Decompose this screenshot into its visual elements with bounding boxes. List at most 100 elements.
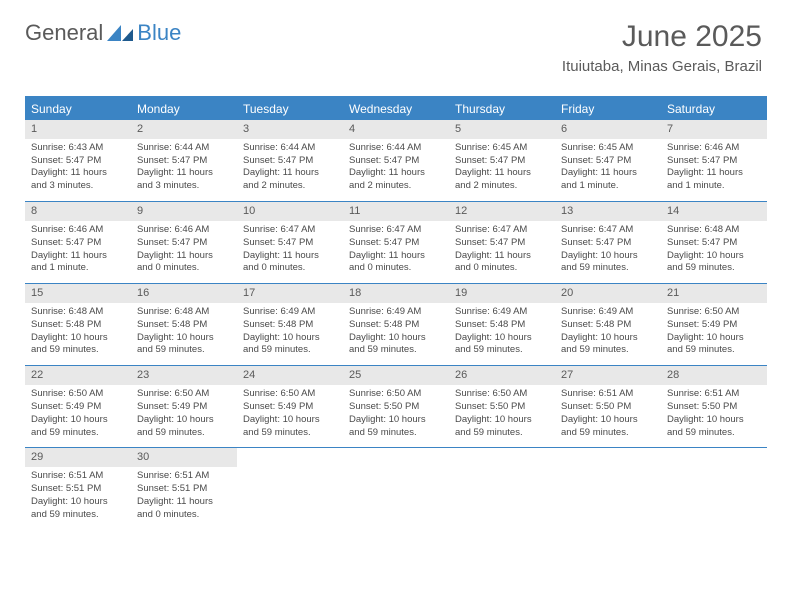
day-content: Sunrise: 6:47 AMSunset: 5:47 PMDaylight:… [555,221,661,283]
day-number: 9 [131,202,237,221]
calendar-day: 21Sunrise: 6:50 AMSunset: 5:49 PMDayligh… [661,284,767,365]
day-number: 23 [131,366,237,385]
calendar-day: 30Sunrise: 6:51 AMSunset: 5:51 PMDayligh… [131,448,237,529]
calendar-day: 10Sunrise: 6:47 AMSunset: 5:47 PMDayligh… [237,202,343,283]
sunrise-text: Sunrise: 6:50 AM [455,388,549,401]
day-content: Sunrise: 6:51 AMSunset: 5:51 PMDaylight:… [25,467,131,529]
day-content: Sunrise: 6:47 AMSunset: 5:47 PMDaylight:… [449,221,555,283]
sunrise-text: Sunrise: 6:44 AM [349,142,443,155]
calendar-week: 1Sunrise: 6:43 AMSunset: 5:47 PMDaylight… [25,120,767,201]
calendar-day: 26Sunrise: 6:50 AMSunset: 5:50 PMDayligh… [449,366,555,447]
calendar-week: 29Sunrise: 6:51 AMSunset: 5:51 PMDayligh… [25,447,767,529]
sunrise-text: Sunrise: 6:50 AM [243,388,337,401]
daylight-text: Daylight: 10 hours and 59 minutes. [137,332,231,358]
daylight-text: Daylight: 10 hours and 59 minutes. [667,250,761,276]
weekday-label: Sunday [25,98,131,120]
day-content: Sunrise: 6:46 AMSunset: 5:47 PMDaylight:… [661,139,767,201]
day-number: 6 [555,120,661,139]
sunset-text: Sunset: 5:47 PM [667,237,761,250]
sunrise-text: Sunrise: 6:49 AM [349,306,443,319]
sunset-text: Sunset: 5:49 PM [31,401,125,414]
sunrise-text: Sunrise: 6:51 AM [137,470,231,483]
daylight-text: Daylight: 11 hours and 0 minutes. [455,250,549,276]
calendar-week: 15Sunrise: 6:48 AMSunset: 5:48 PMDayligh… [25,283,767,365]
daylight-text: Daylight: 10 hours and 59 minutes. [667,332,761,358]
weekday-label: Wednesday [343,98,449,120]
sunset-text: Sunset: 5:50 PM [667,401,761,414]
day-number: 7 [661,120,767,139]
sunrise-text: Sunrise: 6:49 AM [243,306,337,319]
sunset-text: Sunset: 5:50 PM [455,401,549,414]
day-number: 1 [25,120,131,139]
day-number: 8 [25,202,131,221]
daylight-text: Daylight: 11 hours and 0 minutes. [243,250,337,276]
calendar-day: 12Sunrise: 6:47 AMSunset: 5:47 PMDayligh… [449,202,555,283]
day-content: Sunrise: 6:50 AMSunset: 5:50 PMDaylight:… [449,385,555,447]
sunrise-text: Sunrise: 6:50 AM [349,388,443,401]
sunset-text: Sunset: 5:50 PM [349,401,443,414]
daylight-text: Daylight: 11 hours and 2 minutes. [455,167,549,193]
calendar-day: 8Sunrise: 6:46 AMSunset: 5:47 PMDaylight… [25,202,131,283]
daylight-text: Daylight: 10 hours and 59 minutes. [137,414,231,440]
sunset-text: Sunset: 5:47 PM [243,155,337,168]
daylight-text: Daylight: 10 hours and 59 minutes. [561,332,655,358]
day-content: Sunrise: 6:46 AMSunset: 5:47 PMDaylight:… [25,221,131,283]
sunset-text: Sunset: 5:47 PM [31,155,125,168]
calendar-day: 11Sunrise: 6:47 AMSunset: 5:47 PMDayligh… [343,202,449,283]
sunrise-text: Sunrise: 6:45 AM [561,142,655,155]
day-number: 28 [661,366,767,385]
sunrise-text: Sunrise: 6:46 AM [31,224,125,237]
day-number: 19 [449,284,555,303]
day-content: Sunrise: 6:43 AMSunset: 5:47 PMDaylight:… [25,139,131,201]
day-content: Sunrise: 6:50 AMSunset: 5:49 PMDaylight:… [25,385,131,447]
sunset-text: Sunset: 5:47 PM [243,237,337,250]
day-content: Sunrise: 6:49 AMSunset: 5:48 PMDaylight:… [343,303,449,365]
day-content: Sunrise: 6:45 AMSunset: 5:47 PMDaylight:… [449,139,555,201]
sunset-text: Sunset: 5:49 PM [137,401,231,414]
calendar-day: 15Sunrise: 6:48 AMSunset: 5:48 PMDayligh… [25,284,131,365]
day-content: Sunrise: 6:44 AMSunset: 5:47 PMDaylight:… [343,139,449,201]
sail-icon [107,25,133,41]
sunrise-text: Sunrise: 6:48 AM [31,306,125,319]
daylight-text: Daylight: 11 hours and 0 minutes. [349,250,443,276]
day-content: Sunrise: 6:45 AMSunset: 5:47 PMDaylight:… [555,139,661,201]
sunrise-text: Sunrise: 6:46 AM [667,142,761,155]
daylight-text: Daylight: 10 hours and 59 minutes. [667,414,761,440]
day-number: 14 [661,202,767,221]
sunset-text: Sunset: 5:48 PM [561,319,655,332]
day-number: 18 [343,284,449,303]
sunset-text: Sunset: 5:49 PM [243,401,337,414]
sunrise-text: Sunrise: 6:47 AM [561,224,655,237]
sunset-text: Sunset: 5:47 PM [561,155,655,168]
daylight-text: Daylight: 11 hours and 3 minutes. [31,167,125,193]
sunrise-text: Sunrise: 6:51 AM [561,388,655,401]
calendar-day: 18Sunrise: 6:49 AMSunset: 5:48 PMDayligh… [343,284,449,365]
day-number: 15 [25,284,131,303]
calendar-day: 17Sunrise: 6:49 AMSunset: 5:48 PMDayligh… [237,284,343,365]
brand-part1: General [25,20,103,46]
weekday-label: Monday [131,98,237,120]
sunrise-text: Sunrise: 6:50 AM [667,306,761,319]
sunset-text: Sunset: 5:47 PM [349,237,443,250]
calendar-day: 2Sunrise: 6:44 AMSunset: 5:47 PMDaylight… [131,120,237,201]
weekday-label: Tuesday [237,98,343,120]
day-content: Sunrise: 6:48 AMSunset: 5:48 PMDaylight:… [25,303,131,365]
sunset-text: Sunset: 5:47 PM [137,237,231,250]
sunset-text: Sunset: 5:47 PM [455,237,549,250]
day-content: Sunrise: 6:46 AMSunset: 5:47 PMDaylight:… [131,221,237,283]
sunrise-text: Sunrise: 6:46 AM [137,224,231,237]
sunset-text: Sunset: 5:48 PM [137,319,231,332]
sunrise-text: Sunrise: 6:43 AM [31,142,125,155]
day-content: Sunrise: 6:49 AMSunset: 5:48 PMDaylight:… [555,303,661,365]
day-number: 24 [237,366,343,385]
sunset-text: Sunset: 5:47 PM [137,155,231,168]
calendar-day: 22Sunrise: 6:50 AMSunset: 5:49 PMDayligh… [25,366,131,447]
sunset-text: Sunset: 5:48 PM [455,319,549,332]
day-number: 17 [237,284,343,303]
day-content: Sunrise: 6:49 AMSunset: 5:48 PMDaylight:… [449,303,555,365]
day-content: Sunrise: 6:44 AMSunset: 5:47 PMDaylight:… [131,139,237,201]
calendar-day: 29Sunrise: 6:51 AMSunset: 5:51 PMDayligh… [25,448,131,529]
title-area: June 2025 Ituiutaba, Minas Gerais, Brazi… [562,20,762,75]
sunrise-text: Sunrise: 6:47 AM [455,224,549,237]
daylight-text: Daylight: 11 hours and 2 minutes. [349,167,443,193]
